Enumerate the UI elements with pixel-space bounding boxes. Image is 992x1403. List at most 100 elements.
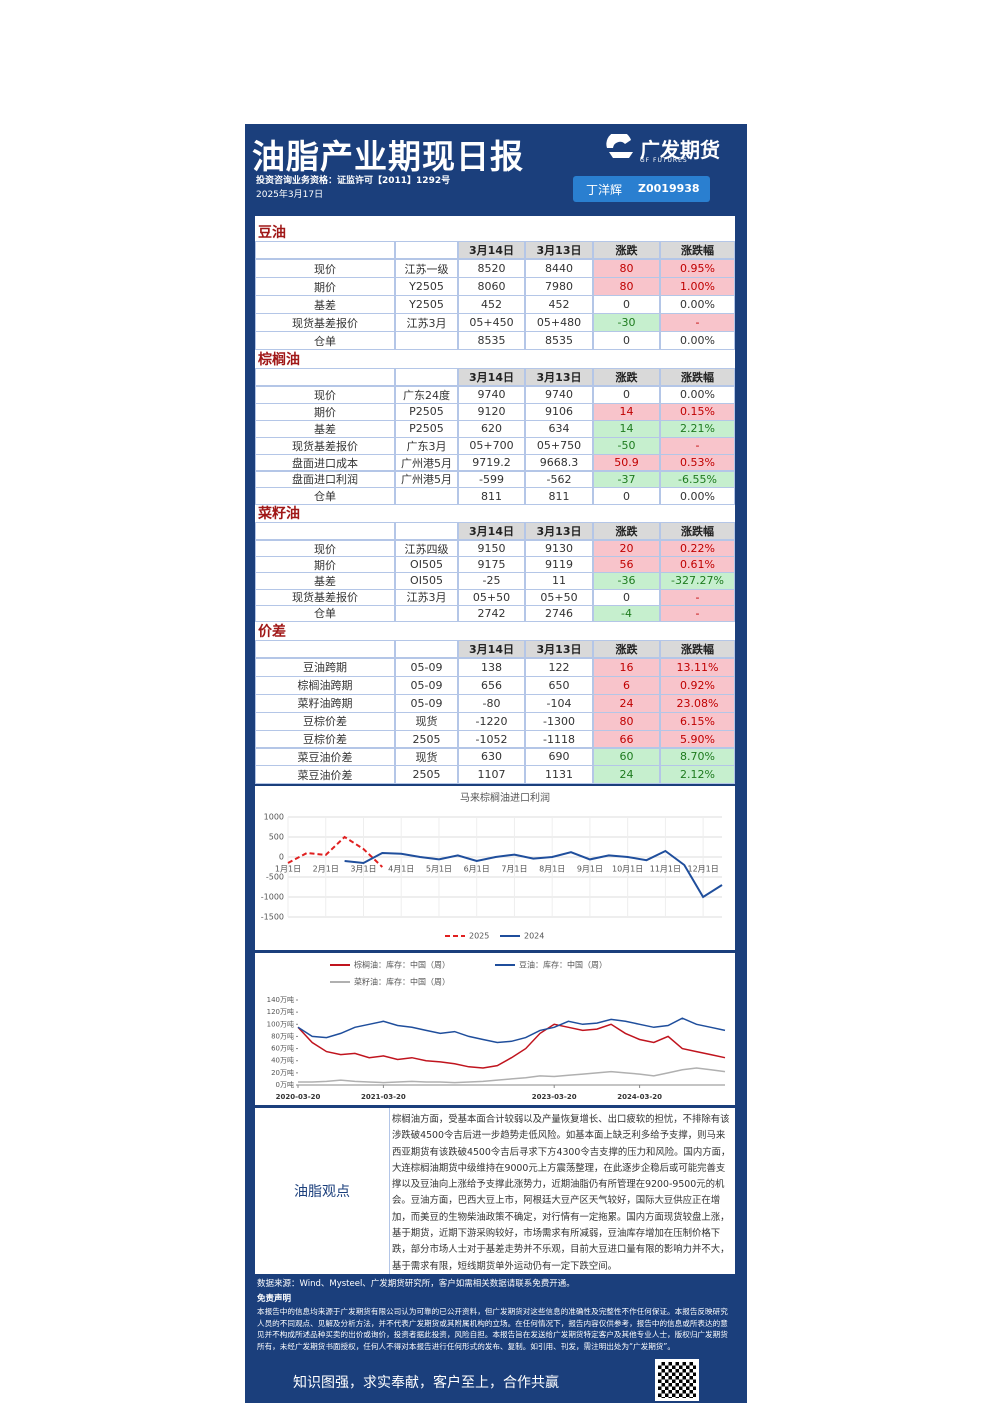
x-tick-label: 8月1日 [539, 865, 565, 874]
table-cell: 江苏3月 [395, 588, 458, 606]
logo-name: 广发期货 [640, 138, 720, 162]
series-line [297, 1017, 726, 1044]
column-header [255, 241, 395, 259]
table-cell: 452 [525, 295, 593, 314]
report-title: 油脂产业期现日报 [252, 137, 524, 176]
column-header: 涨跌幅 [660, 368, 735, 386]
table-cell: 811 [458, 487, 525, 506]
y-tick-label: 60万吨 [271, 1044, 294, 1053]
column-header [395, 640, 458, 658]
x-tick-label: 9月1日 [577, 865, 603, 874]
table-cell: Y2505 [395, 277, 458, 296]
table-cell: 20 [593, 540, 660, 558]
y-tick-label: -500 [266, 873, 284, 882]
table-cell: 56 [593, 556, 660, 574]
table-cell: 9119 [525, 556, 593, 574]
table-cell: 05-09 [395, 693, 458, 713]
table-cell: 8440 [525, 259, 593, 278]
table-cell: 6 [593, 675, 660, 695]
table-cell: 5.90% [660, 729, 735, 749]
table-cell: 现价 [255, 259, 395, 278]
table-cell: 仓单 [255, 604, 395, 622]
column-header: 涨跌幅 [660, 640, 735, 658]
table-cell: 05+50 [458, 588, 525, 606]
column-header: 3月14日 [458, 368, 525, 386]
table-cell: 0.61% [660, 556, 735, 574]
column-header: 3月14日 [458, 241, 525, 259]
table-cell: P2505 [395, 402, 458, 421]
table-cell: 66 [593, 729, 660, 749]
x-tick-label: 2024-03-20 [617, 1093, 662, 1101]
column-header: 3月14日 [458, 640, 525, 658]
series-line [297, 1023, 726, 1069]
x-tick-label: 5月1日 [426, 865, 452, 874]
table-cell: 620 [458, 419, 525, 438]
column-header: 涨跌 [593, 522, 660, 540]
table-cell: 广州港5月 [395, 453, 458, 472]
x-tick-label: 2023-03-20 [532, 1093, 577, 1101]
table-cell: -1220 [458, 711, 525, 731]
column-header: 涨跌 [593, 640, 660, 658]
analyst-license: Z0019938 [638, 182, 700, 195]
table-cell: -562 [525, 470, 593, 489]
table-cell: 11 [525, 572, 593, 590]
table-cell: 05-09 [395, 658, 458, 677]
table-cell: 现货 [395, 747, 458, 767]
table-cell: 广东24度 [395, 386, 458, 404]
table-cell: 江苏3月 [395, 313, 458, 332]
table-cell: 634 [525, 419, 593, 438]
table-cell: 棕榈油跨期 [255, 675, 395, 695]
table-cell: 13.11% [660, 658, 735, 677]
view-label: 油脂观点 [255, 1108, 390, 1274]
table-cell: -4 [593, 604, 660, 622]
table-cell: 江苏一级 [395, 259, 458, 278]
x-tick-label: 1月1日 [275, 865, 301, 874]
disclaimer-title: 免责声明 [257, 1294, 292, 1304]
table-cell: 05+450 [458, 313, 525, 332]
y-tick-label: -1500 [261, 913, 284, 922]
table-cell: - [660, 313, 735, 332]
x-tick-label: 3月1日 [350, 865, 376, 874]
table-cell: 0 [593, 295, 660, 314]
table-cell [395, 331, 458, 350]
x-tick-label: 2020-03-20 [276, 1093, 321, 1101]
table-cell: 2746 [525, 604, 593, 622]
logo-arc [606, 134, 631, 148]
table-cell: 8520 [458, 259, 525, 278]
table-cell: 9719.2 [458, 453, 525, 472]
table-cell: 8060 [458, 277, 525, 296]
table-cell: Y2505 [395, 295, 458, 314]
qualification: 投资咨询业务资格：证监许可【2011】1292号 [256, 176, 451, 186]
table-cell: 现货基差报价 [255, 313, 395, 332]
table-cell: P2505 [395, 419, 458, 438]
table-cell: 7980 [525, 277, 593, 296]
column-header: 涨跌 [593, 241, 660, 259]
analyst-box [573, 176, 710, 202]
table-cell: 仓单 [255, 331, 395, 350]
source: 数据来源：Wind、Mysteel、广发期货研究所，客户如需相关数据请联系免费开… [257, 1279, 575, 1289]
table-cell: - [660, 604, 735, 622]
table-cell: 9130 [525, 540, 593, 558]
table-cell: 9120 [458, 402, 525, 421]
table-cell: - [660, 436, 735, 455]
table-cell: 2.21% [660, 419, 735, 438]
slogan: 知识图强，求实奉献，客户至上，合作共赢 [293, 1375, 559, 1391]
chart-title: 马来棕榈油进口利润 [460, 791, 550, 804]
table-cell: 0 [593, 386, 660, 404]
table-cell: 1107 [458, 765, 525, 785]
column-header [395, 522, 458, 540]
y-tick-label: 0万吨 [276, 1080, 294, 1089]
table-cell: 9668.3 [525, 453, 593, 472]
y-tick-label: 80万吨 [271, 1031, 294, 1040]
table-cell: 8.70% [660, 747, 735, 767]
logo-mark [606, 134, 633, 158]
table-cell: 2505 [395, 765, 458, 785]
table-cell: 690 [525, 747, 593, 767]
table-cell: 1.00% [660, 277, 735, 296]
view-text: 棕榈油方面，受基本面合计较弱以及产量恢复增长、出口疲软的担忧，不排除有该涉跌破4… [392, 1114, 731, 1272]
table-cell: 菜籽油跨期 [255, 693, 395, 713]
table-cell: 8535 [525, 331, 593, 350]
table-cell: 9175 [458, 556, 525, 574]
column-header: 涨跌幅 [660, 241, 735, 259]
